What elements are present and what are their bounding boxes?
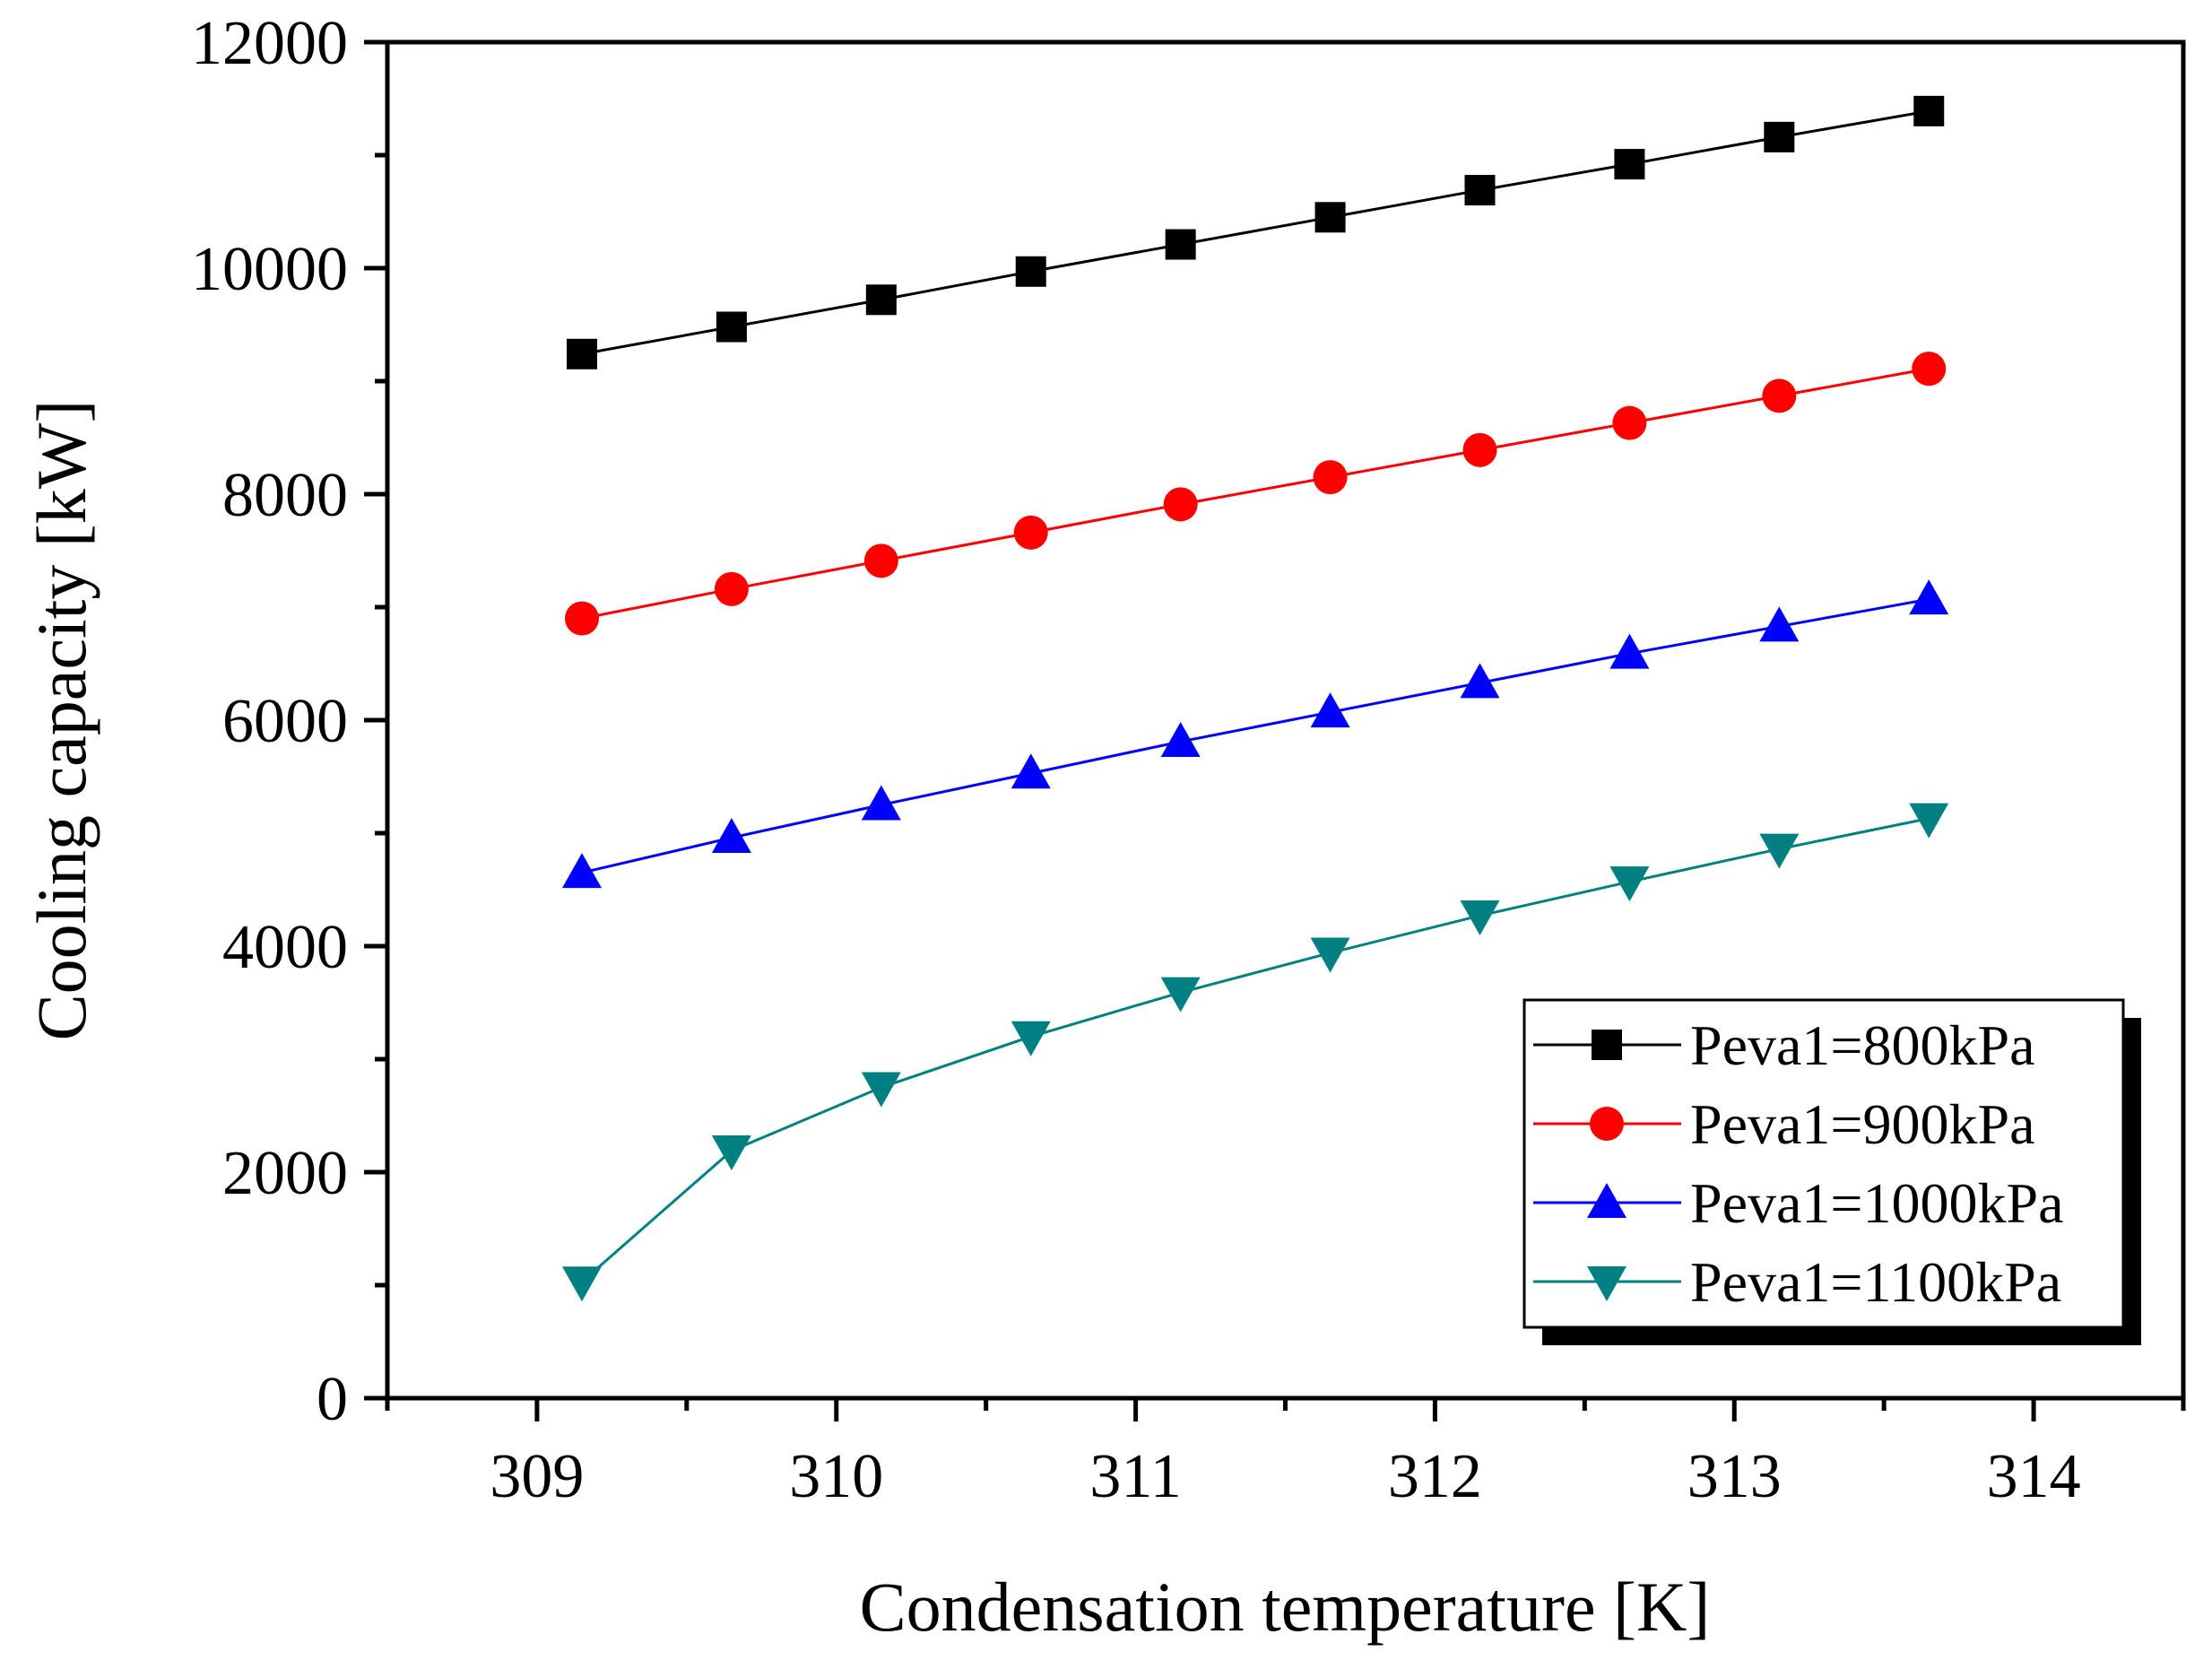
y-tick-label: 0 xyxy=(317,1365,348,1434)
legend: Peva1=800kPa Peva1=900kPa Peva1=1000kPa Pev… xyxy=(1522,998,2141,1345)
legend-marker xyxy=(1590,1107,1624,1141)
data-point xyxy=(863,543,898,578)
data-point xyxy=(561,853,602,889)
data-point xyxy=(1160,977,1201,1013)
y-tick-label: 4000 xyxy=(222,913,348,982)
series-line xyxy=(581,109,1930,356)
data-point xyxy=(1912,352,1947,387)
legend-box xyxy=(1522,998,2125,1329)
data-point xyxy=(711,818,751,854)
data-point xyxy=(1011,753,1051,789)
data-point xyxy=(1909,579,1949,615)
y-tick-label: 8000 xyxy=(222,461,348,530)
data-point xyxy=(1762,378,1797,413)
data-point xyxy=(564,601,599,636)
data-point xyxy=(561,1266,602,1302)
series-line xyxy=(581,817,1930,1283)
data-point xyxy=(1015,256,1046,287)
data-point xyxy=(1460,663,1500,699)
x-tick-label: 311 xyxy=(1089,1442,1181,1511)
data-point xyxy=(1464,175,1496,206)
data-point xyxy=(1460,900,1500,935)
data-point xyxy=(711,1135,751,1171)
data-point xyxy=(1313,460,1348,495)
series-0 xyxy=(566,95,1945,369)
data-point xyxy=(714,571,749,606)
series-2 xyxy=(561,579,1949,889)
data-point xyxy=(1759,833,1800,869)
legend-label: Peva1=1100kPa xyxy=(1690,1250,2061,1314)
legend-marker xyxy=(1592,1030,1622,1060)
data-point xyxy=(1163,487,1198,522)
x-tick-label: 314 xyxy=(1987,1442,2081,1511)
data-point xyxy=(865,284,897,316)
data-point xyxy=(1609,866,1650,902)
legend-label: Peva1=800kPa xyxy=(1690,1013,2035,1077)
data-point xyxy=(1909,803,1949,839)
y-tick-label: 2000 xyxy=(222,1139,348,1208)
data-point xyxy=(1614,149,1645,180)
data-point xyxy=(1759,606,1800,642)
x-tick-label: 312 xyxy=(1388,1442,1482,1511)
data-point xyxy=(566,338,597,369)
data-point xyxy=(1462,432,1497,467)
data-point xyxy=(861,785,901,821)
y-axis-title: Cooling capacity [kW] xyxy=(22,400,100,1041)
data-point xyxy=(861,1072,901,1108)
x-tick-label: 313 xyxy=(1687,1442,1782,1511)
data-point xyxy=(1764,121,1795,152)
axes: 0 2000 4000 6000 8000 10000 12000 309 310 311 312 3… xyxy=(191,9,2186,1511)
y-tick-label: 12000 xyxy=(191,9,348,78)
data-point xyxy=(1310,692,1350,728)
data-point xyxy=(716,311,747,343)
data-point xyxy=(1011,1021,1051,1056)
series-1 xyxy=(564,352,1947,636)
series-3 xyxy=(561,803,1949,1302)
x-tick-label: 310 xyxy=(789,1442,883,1511)
legend-label: Peva1=900kPa xyxy=(1690,1092,2035,1156)
x-tick-label: 309 xyxy=(490,1442,584,1511)
legend-marker xyxy=(1587,1266,1626,1301)
series-line xyxy=(581,367,1930,621)
data-point xyxy=(1160,721,1201,757)
series-line xyxy=(581,597,1930,874)
x-axis-title: Condensation temperature [K] xyxy=(860,1568,1711,1646)
legend-marker xyxy=(1587,1183,1626,1218)
data-point xyxy=(1310,937,1350,973)
y-tick-label: 10000 xyxy=(191,235,348,304)
series-layer xyxy=(561,95,1949,1302)
data-point xyxy=(1612,405,1647,440)
legend-label: Peva1=1000kPa xyxy=(1690,1171,2064,1235)
data-point xyxy=(1314,202,1346,233)
y-tick-label: 6000 xyxy=(222,687,348,756)
data-point xyxy=(1913,95,1945,126)
data-point xyxy=(1165,229,1196,260)
data-point xyxy=(1609,633,1650,669)
data-point xyxy=(1013,515,1048,550)
